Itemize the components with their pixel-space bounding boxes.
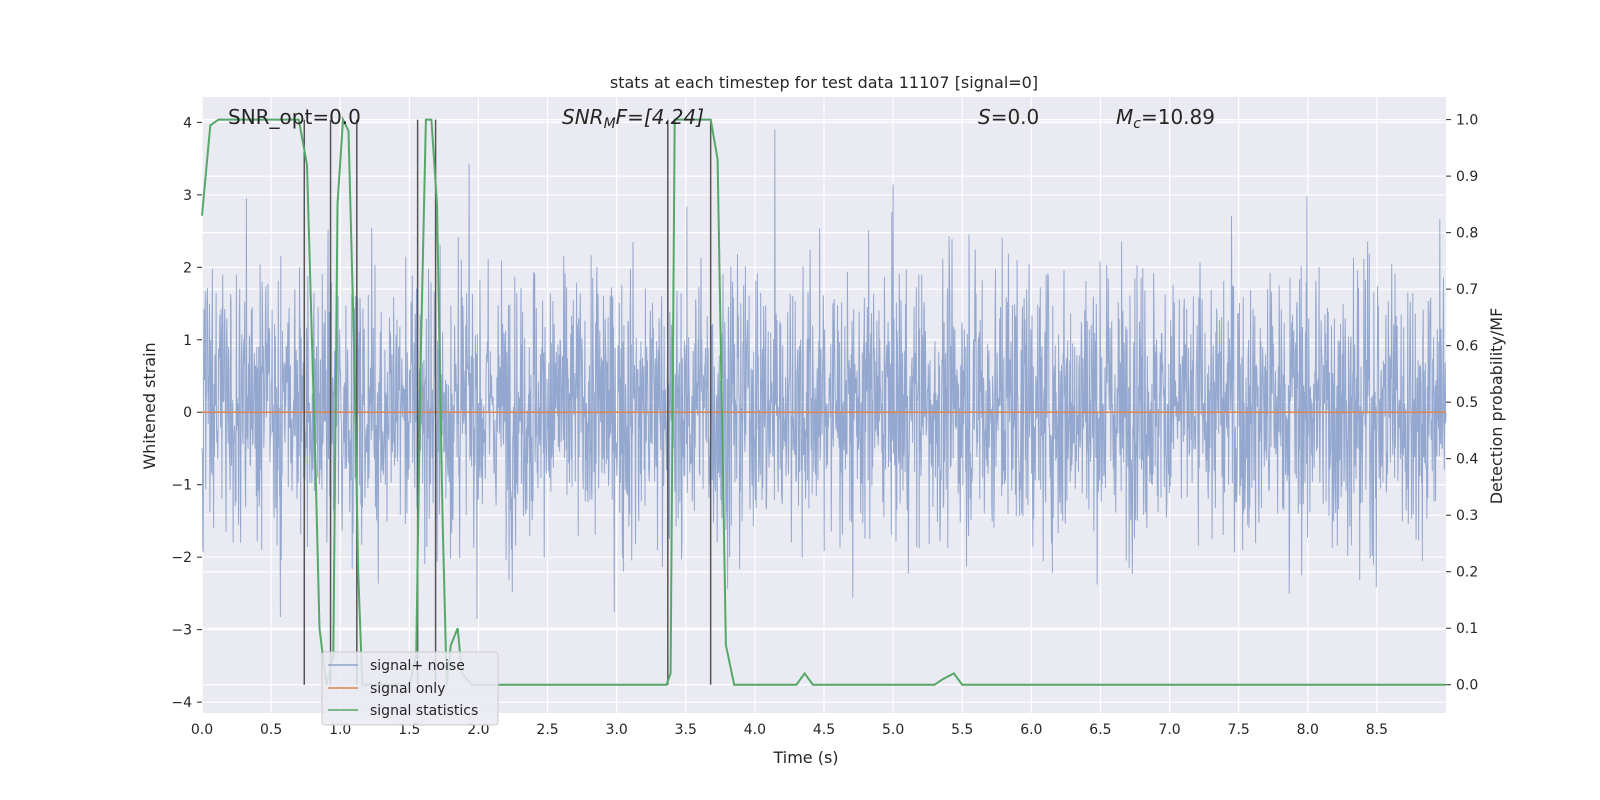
mc-sub: c (1133, 116, 1141, 132)
y-tick-label-right: 0.7 (1456, 282, 1478, 298)
x-tick-label: 2.5 (536, 722, 558, 738)
y-axis-right-label: Detection probability/MF (1487, 308, 1506, 505)
s-rest: =0.0 (991, 105, 1040, 129)
legend-label-signal-only: signal only (370, 681, 445, 697)
y-tick-label-right: 0.0 (1456, 678, 1478, 694)
x-tick-label: 3.0 (606, 722, 628, 738)
y-tick-label-right: 0.6 (1456, 339, 1478, 355)
y-axis-left-label: Whitened strain (140, 342, 159, 469)
x-tick-label: 4.5 (813, 722, 835, 738)
x-tick-label: 5.5 (951, 722, 973, 738)
y-tick-label-right: 0.1 (1456, 621, 1478, 637)
y-tick-label-left: 0 (183, 405, 192, 421)
x-tick-label: 7.5 (1228, 722, 1250, 738)
y-tick-label-left: 3 (183, 188, 192, 204)
x-tick-label: 0.5 (260, 722, 282, 738)
annotation-s: S=0.0 (978, 105, 1039, 129)
x-tick-label: 2.0 (467, 722, 489, 738)
y-tick-label-left: −1 (171, 478, 192, 494)
series-signal-noise (201, 129, 1447, 620)
y-tick-label-left: 4 (183, 115, 192, 131)
y-tick-label-right: 0.9 (1456, 169, 1478, 185)
y-tick-label-left: −2 (171, 550, 192, 566)
legend: signal+ noise signal only signal statist… (321, 651, 499, 726)
snr-mf-name: SNR (562, 105, 604, 129)
y-axis-left: 4 3 2 1 0 −1 −2 −3 −4 (171, 115, 202, 711)
legend-label-signal-statistics: signal statistics (370, 703, 478, 719)
legend-label-signal-noise: signal+ noise (370, 658, 465, 674)
y-tick-label-left: 2 (183, 260, 192, 276)
s-name: S (978, 105, 991, 129)
x-tick-label: 8.0 (1297, 722, 1319, 738)
y-tick-label-right: 0.4 (1456, 452, 1478, 468)
y-tick-label-right: 0.2 (1456, 565, 1478, 581)
y-tick-label-right: 1.0 (1456, 113, 1478, 129)
x-tick-label: 0.0 (191, 722, 213, 738)
mc-rest: =10.89 (1141, 105, 1215, 129)
x-axis: 0.0 0.5 1.0 1.5 2.0 2.5 3.0 3.5 4.0 4.5 5.0 5.5 6.0 6… (191, 722, 1388, 738)
x-tick-label: 4.0 (744, 722, 766, 738)
x-tick-label: 6.5 (1089, 722, 1111, 738)
x-tick-label: 6.0 (1020, 722, 1042, 738)
x-tick-label: 1.5 (398, 722, 420, 738)
snr-mf-rest: F=[4.24] (616, 105, 704, 129)
mc-name: M (1116, 105, 1133, 129)
x-tick-label: 8.5 (1366, 722, 1388, 738)
y-tick-label-right: 0.3 (1456, 508, 1478, 524)
x-tick-label: 5.0 (882, 722, 904, 738)
chart-title: stats at each timestep for test data 111… (610, 73, 1038, 92)
y-tick-label-right: 0.5 (1456, 395, 1478, 411)
annotation-snr-opt: SNR_opt=0.0 (228, 105, 361, 129)
y-axis-right: 1.0 0.9 0.8 0.7 0.6 0.5 0.4 0.3 0.2 0.1 0.0 (1446, 113, 1478, 694)
y-tick-label-left: −4 (171, 695, 192, 711)
y-tick-label-left: 1 (183, 333, 192, 349)
y-tick-label-left: −3 (171, 623, 192, 639)
snr-mf-sub: M (604, 116, 616, 132)
x-tick-label: 3.5 (675, 722, 697, 738)
x-tick-label: 7.0 (1158, 722, 1180, 738)
signal-noise-line (201, 129, 1447, 620)
annotation-snr-mf: SNRMF=[4.24] (562, 105, 704, 132)
legend-box (321, 651, 499, 726)
x-axis-label: Time (s) (772, 748, 838, 767)
x-tick-label: 1.0 (329, 722, 351, 738)
y-tick-label-right: 0.8 (1456, 226, 1478, 242)
annotation-mc: Mc=10.89 (1116, 105, 1215, 132)
